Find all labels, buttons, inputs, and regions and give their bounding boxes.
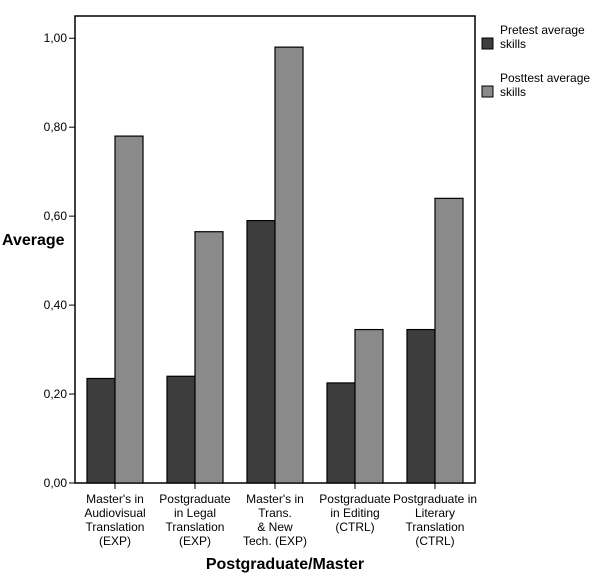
x-category-label: Translation (406, 520, 465, 534)
legend-label-pretest: Pretest average (500, 23, 585, 37)
x-category-label: (EXP) (99, 534, 131, 548)
x-category-label: Tech. (EXP) (243, 534, 307, 548)
x-category-label: Translation (86, 520, 145, 534)
y-axis: 0,00 0,20 0,40 0,60 0,80 1,00 (44, 31, 75, 490)
legend-label-posttest: Posttest average (500, 71, 590, 85)
bar-pretest-2 (246, 219, 276, 484)
legend-label-posttest: skills (500, 85, 526, 99)
y-tick-label: 0,60 (44, 209, 68, 223)
y-axis-title: Average (2, 232, 65, 249)
x-category-label: Audiovisual (84, 506, 145, 520)
y-tick-label: 0,80 (44, 120, 68, 134)
x-category-label: Postgraduate (319, 492, 391, 506)
x-category-label: (CTRL) (415, 534, 454, 548)
bar-pretest-0 (86, 377, 116, 484)
x-axis: Master's inAudiovisualTranslation(EXP)Po… (84, 483, 477, 548)
y-tick-label: 0,40 (44, 298, 68, 312)
x-category-label: Master's in (246, 492, 304, 506)
bar-pretest-4 (406, 328, 436, 484)
y-tick-label: 1,00 (44, 31, 68, 45)
bar-pretest-1 (166, 375, 196, 484)
x-category-label: Translation (166, 520, 225, 534)
x-axis-title: Postgraduate/Master (206, 556, 364, 573)
bar-posttest-1 (194, 231, 224, 484)
bar-posttest-3 (354, 328, 384, 484)
bar-posttest-0 (114, 135, 144, 484)
x-category-label: & New (257, 520, 293, 534)
x-category-label: in Editing (330, 506, 379, 520)
bars (86, 46, 464, 484)
bar-posttest-4 (434, 197, 464, 484)
x-category-label: Literary (415, 506, 455, 520)
legend-swatch-posttest (481, 85, 494, 98)
bar-pretest-3 (326, 382, 356, 484)
legend-swatch-pretest (481, 37, 494, 50)
y-tick-label: 0,20 (44, 387, 68, 401)
bar-posttest-2 (274, 46, 304, 484)
x-category-label: Master's in (86, 492, 144, 506)
x-category-label: Trans. (258, 506, 292, 520)
x-category-label: (EXP) (179, 534, 211, 548)
x-category-label: Postgraduate (159, 492, 231, 506)
x-category-label: (CTRL) (335, 520, 374, 534)
y-tick-label: 0,00 (44, 476, 68, 490)
x-category-label: in Legal (174, 506, 216, 520)
x-category-label: Postgraduate in (393, 492, 477, 506)
legend-label-pretest: skills (500, 37, 526, 51)
